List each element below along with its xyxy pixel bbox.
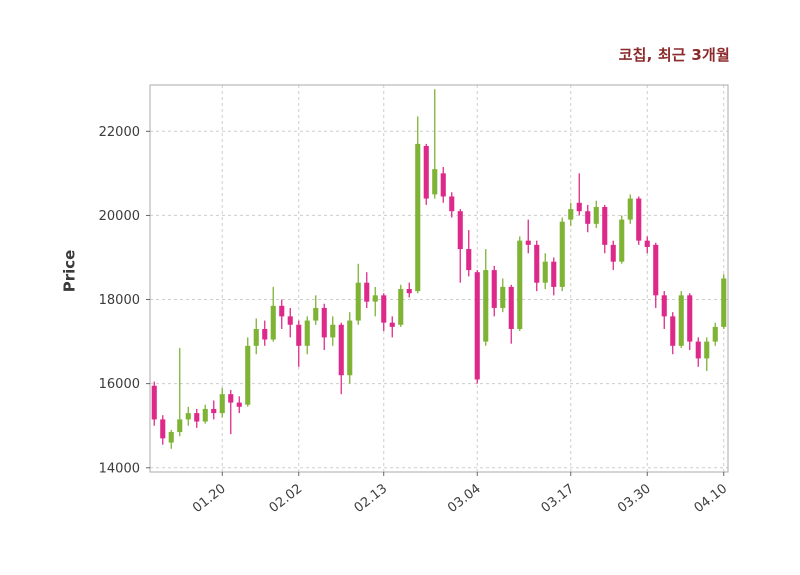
candle-body: [670, 316, 676, 346]
candle-body: [551, 261, 557, 287]
candle-body: [423, 145, 429, 199]
candle-body: [500, 286, 506, 308]
axes-border: [149, 84, 729, 473]
candle-body: [687, 295, 693, 342]
candle-body: [279, 305, 285, 317]
x-tick-label: 03.04: [445, 481, 484, 516]
candle-body: [704, 341, 710, 359]
y-tick-label: 22000: [99, 125, 140, 140]
candle-body: [517, 240, 523, 329]
candle-body: [347, 320, 353, 376]
candle-body: [644, 240, 650, 247]
candle-body: [593, 206, 599, 224]
x-tick-label: 02.13: [352, 481, 391, 516]
candle-body: [330, 324, 336, 338]
candle-body: [695, 341, 701, 359]
candle-body: [270, 305, 276, 340]
x-tick-label: 02.02: [267, 481, 306, 516]
candle-body: [296, 324, 302, 346]
candle-body: [721, 278, 727, 327]
candle-body: [304, 320, 310, 346]
candle-body: [585, 211, 591, 224]
candle-body: [440, 173, 446, 197]
y-tick-label: 18000: [99, 293, 140, 308]
candle-body: [398, 289, 404, 325]
candle-body: [321, 307, 327, 338]
candle-body: [568, 209, 574, 220]
candle-body: [228, 394, 234, 403]
candle-body: [712, 326, 718, 342]
candle-body: [415, 143, 421, 292]
candle-body: [610, 244, 616, 262]
candle-body: [287, 316, 293, 325]
candle-body: [338, 324, 344, 376]
candle-body: [678, 295, 684, 346]
candle-body: [151, 385, 157, 420]
candle-body: [381, 295, 387, 323]
y-tick-label: 16000: [99, 377, 140, 392]
plot-background: [150, 85, 728, 472]
candle-body: [525, 240, 531, 245]
chart-title: 코칩, 최근 3개월: [618, 46, 730, 64]
candle-body: [177, 419, 183, 433]
candle-body: [355, 282, 361, 321]
candle-body: [483, 270, 489, 342]
candle-body: [449, 196, 455, 212]
candle-body: [262, 328, 268, 340]
x-tick-label: 04.10: [692, 481, 731, 516]
candle-body: [194, 413, 200, 422]
candle-body: [466, 249, 472, 271]
candle-body: [661, 295, 667, 317]
candle-body: [542, 261, 548, 283]
candle-body: [508, 286, 514, 329]
candle-body: [211, 408, 217, 414]
candle-body: [406, 289, 412, 294]
candle-body: [372, 295, 378, 302]
x-tick-label: 01.20: [190, 481, 229, 516]
candle-body: [491, 270, 497, 308]
candle-body: [534, 244, 540, 283]
candle-body: [202, 408, 208, 422]
candle-body: [457, 211, 463, 250]
candle-body: [219, 394, 225, 414]
candle-body: [160, 419, 166, 439]
x-tick-label: 03.17: [539, 481, 578, 516]
candle-body: [653, 244, 659, 296]
candle-body: [474, 272, 480, 380]
candle-body: [245, 345, 251, 405]
x-tick-label: 03.30: [615, 481, 654, 516]
candle-body: [236, 402, 242, 407]
candle-body: [432, 169, 438, 195]
candle-body: [636, 198, 642, 241]
candle-body: [559, 221, 565, 287]
y-tick-label: 20000: [99, 209, 140, 224]
y-axis-label: Price: [60, 249, 79, 293]
candle-body: [185, 413, 191, 420]
y-tick-label: 14000: [99, 461, 140, 476]
candle-body: [313, 307, 319, 321]
candle-body: [364, 282, 370, 302]
candle-body: [168, 432, 174, 443]
candle-body: [619, 219, 625, 262]
candle-body: [602, 206, 608, 245]
candle-body: [253, 328, 259, 346]
candle-body: [576, 202, 582, 212]
candle-body: [389, 322, 395, 327]
candle-body: [627, 198, 633, 220]
